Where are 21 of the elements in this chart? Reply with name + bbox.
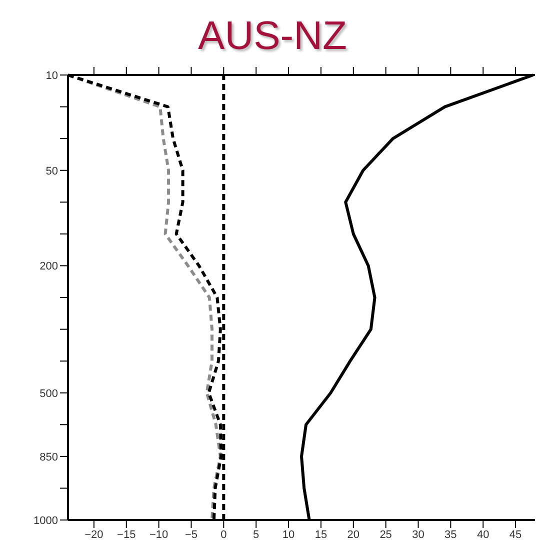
x-tick-label: −10 [149,528,168,541]
x-tick-label: 15 [314,528,328,541]
x-tick-label: 35 [444,528,457,541]
y-tick-label: 200 [40,260,58,273]
x-tick-label: 10 [282,528,295,541]
x-tick-label: −15 [117,528,136,541]
x-tick-label: 40 [476,528,490,541]
x-tick-label: 5 [253,528,260,541]
y-tick-label: 10 [46,70,58,82]
x-tick-label: −5 [184,528,198,541]
x-tick-label: 0 [220,528,227,541]
y-tick-label: 1000 [34,514,58,527]
y-tick-label: 850 [40,451,58,464]
x-tick-label: 20 [347,528,360,541]
x-tick-label: −20 [84,528,104,541]
x-tick-label: 30 [412,528,424,541]
x-tick-label: 25 [380,528,392,541]
x-tick-label: 45 [509,528,522,541]
y-tick-label: 50 [46,165,58,178]
chart-title: AUS-NZ [197,13,348,60]
y-tick-label: 500 [40,388,58,400]
